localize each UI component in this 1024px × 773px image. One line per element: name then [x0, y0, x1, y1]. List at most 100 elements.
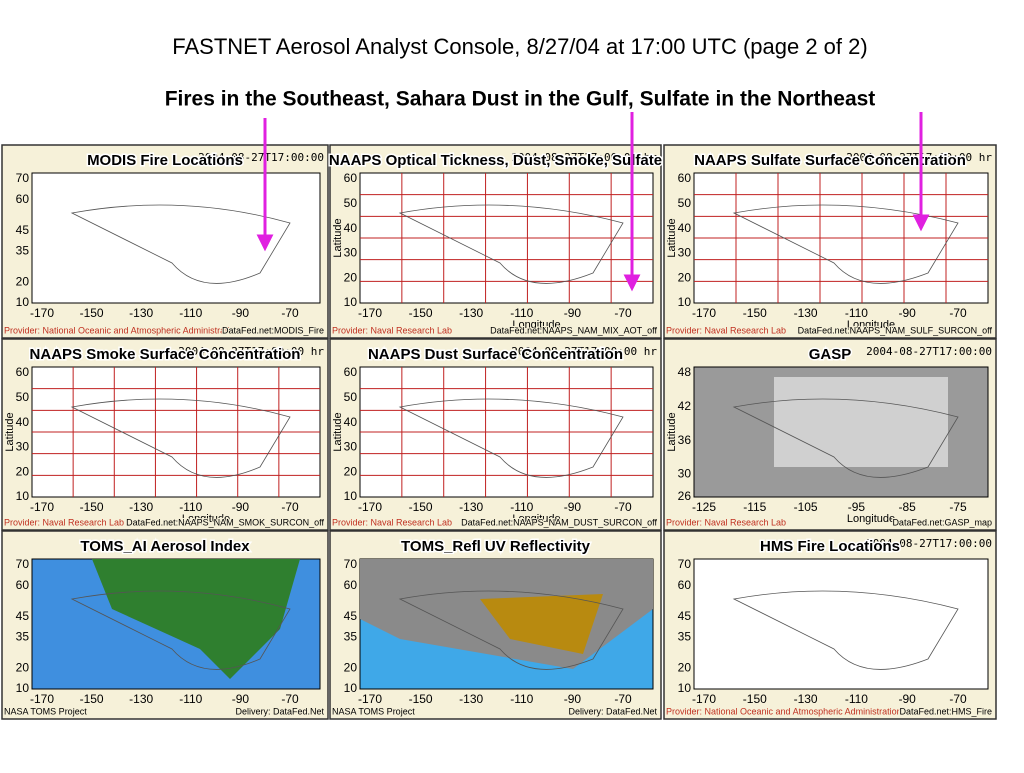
x-tick-label: -150 — [743, 692, 767, 706]
y-tick-label: 10 — [344, 681, 358, 695]
x-tick-label: -90 — [232, 306, 250, 320]
panel-title: TOMS_Refl UV Reflectivity — [401, 538, 591, 555]
footer-source: DataFed.net:NAAPS_NAM_DUST_SURCON_off — [461, 517, 657, 527]
x-tick-label: -130 — [129, 692, 153, 706]
x-tick-label: -90 — [899, 306, 917, 320]
coastline — [398, 398, 624, 478]
y-tick-label: 30 — [344, 246, 358, 260]
y-tick-label: 60 — [16, 192, 30, 206]
y-tick-label: 26 — [678, 489, 692, 503]
y-tick-label: 60 — [344, 365, 358, 379]
x-tick-label: -150 — [743, 306, 767, 320]
y-tick-label: 70 — [16, 557, 30, 571]
y-tick-label: 20 — [344, 270, 358, 284]
coastline — [732, 204, 959, 284]
y-tick-label: 20 — [16, 661, 30, 675]
land — [480, 594, 603, 654]
coastline — [732, 398, 959, 478]
y-axis-label: Latitude — [332, 218, 344, 257]
y-tick-label: 70 — [678, 557, 692, 571]
x-tick-label: -130 — [129, 500, 153, 514]
footer-source: DataFed.net:MODIS_Fire — [222, 325, 324, 335]
x-tick-label: -70 — [281, 306, 299, 320]
y-tick-label: 70 — [344, 557, 358, 571]
panel-title: NAAPS Optical Tickness, Dust, Smoke, Sul… — [329, 152, 662, 169]
y-axis-label: Latitude — [332, 412, 344, 451]
y-tick-label: 20 — [344, 661, 358, 675]
panel-title: NAAPS Smoke Surface Concentration — [30, 346, 301, 363]
footer-provider: Provider: Naval Research Lab — [666, 517, 786, 527]
x-tick-label: -150 — [80, 500, 104, 514]
footer-provider: Provider: Naval Research Lab — [4, 517, 124, 527]
coastline — [70, 398, 291, 478]
y-tick-label: 50 — [16, 390, 30, 404]
panel-title: GASP — [809, 346, 852, 363]
y-tick-label: 20 — [678, 270, 692, 284]
footer-source: DataFed.net:NAAPS_NAM_MIX_AOT_off — [490, 325, 657, 335]
y-tick-label: 45 — [16, 609, 30, 623]
x-tick-label: -85 — [899, 500, 917, 514]
coastline — [70, 204, 291, 284]
footer-provider: Provider: National Oceanic and Atmospher… — [4, 325, 240, 335]
x-tick-label: -90 — [899, 692, 917, 706]
footer-source: DataFed.net:NAAPS_NAM_SMOK_SURCON_off — [126, 517, 324, 527]
slide-subtitle: Fires in the Southeast, Sahara Dust in t… — [165, 88, 876, 111]
y-tick-label: 42 — [678, 399, 692, 413]
y-tick-label: 10 — [16, 295, 30, 309]
arrow-head — [623, 274, 641, 292]
coastline — [398, 204, 624, 284]
x-tick-label: -110 — [179, 306, 202, 320]
x-tick-label: -170 — [692, 692, 716, 706]
timestamp: 2004-08-27T17:00:00 hr — [511, 345, 657, 358]
footer-source: Delivery: DataFed.Net — [235, 706, 324, 716]
x-tick-label: -70 — [614, 692, 632, 706]
timestamp: 2004-08-27T17:00:00 — [198, 151, 324, 164]
y-tick-label: 10 — [344, 489, 358, 503]
x-tick-label: -170 — [692, 306, 716, 320]
slide-title: FASTNET Aerosol Analyst Console, 8/27/04… — [172, 34, 867, 59]
x-axis-label: Longitude — [512, 319, 560, 331]
x-tick-label: -70 — [281, 692, 299, 706]
y-tick-label: 35 — [16, 630, 30, 644]
y-tick-label: 45 — [16, 223, 30, 237]
y-tick-label: 40 — [16, 415, 30, 429]
x-axis-label: Longitude — [847, 319, 895, 331]
x-tick-label: -95 — [848, 500, 866, 514]
y-tick-label: 10 — [678, 295, 692, 309]
y-tick-label: 45 — [678, 609, 692, 623]
footer-source: DataFed.net:NAAPS_NAM_SULF_SURCON_off — [798, 325, 993, 335]
x-tick-label: -110 — [510, 692, 533, 706]
y-tick-label: 48 — [678, 365, 692, 379]
x-tick-label: -170 — [30, 692, 54, 706]
map — [31, 172, 321, 304]
x-tick-label: -105 — [794, 500, 818, 514]
map — [693, 558, 989, 690]
x-tick-label: -150 — [80, 306, 104, 320]
x-tick-label: -125 — [692, 500, 716, 514]
arrows — [256, 112, 930, 292]
x-tick-label: -170 — [358, 692, 382, 706]
footer-source: Delivery: DataFed.Net — [568, 706, 657, 716]
x-tick-label: -150 — [409, 500, 433, 514]
y-tick-label: 60 — [344, 578, 358, 592]
panel-title: HMS Fire Locations — [760, 538, 900, 555]
y-tick-label: 10 — [678, 681, 692, 695]
footer-source: DataFed.net:HMS_Fire — [899, 706, 992, 716]
x-tick-label: -70 — [614, 500, 632, 514]
x-tick-label: -70 — [281, 500, 299, 514]
y-tick-label: 20 — [678, 661, 692, 675]
y-tick-label: 10 — [16, 681, 30, 695]
land — [92, 559, 300, 679]
arrow-head — [256, 234, 274, 252]
coastline — [70, 590, 291, 670]
x-tick-label: -130 — [459, 692, 483, 706]
x-tick-label: -70 — [614, 306, 632, 320]
y-tick-label: 50 — [344, 390, 358, 404]
y-tick-label: 50 — [678, 196, 692, 210]
panel-title: NAAPS Dust Surface Concentration — [368, 346, 623, 363]
footer-provider: NASA TOMS Project — [4, 706, 87, 716]
x-tick-label: -90 — [564, 500, 582, 514]
x-tick-label: -170 — [358, 306, 382, 320]
coastline — [732, 590, 959, 670]
